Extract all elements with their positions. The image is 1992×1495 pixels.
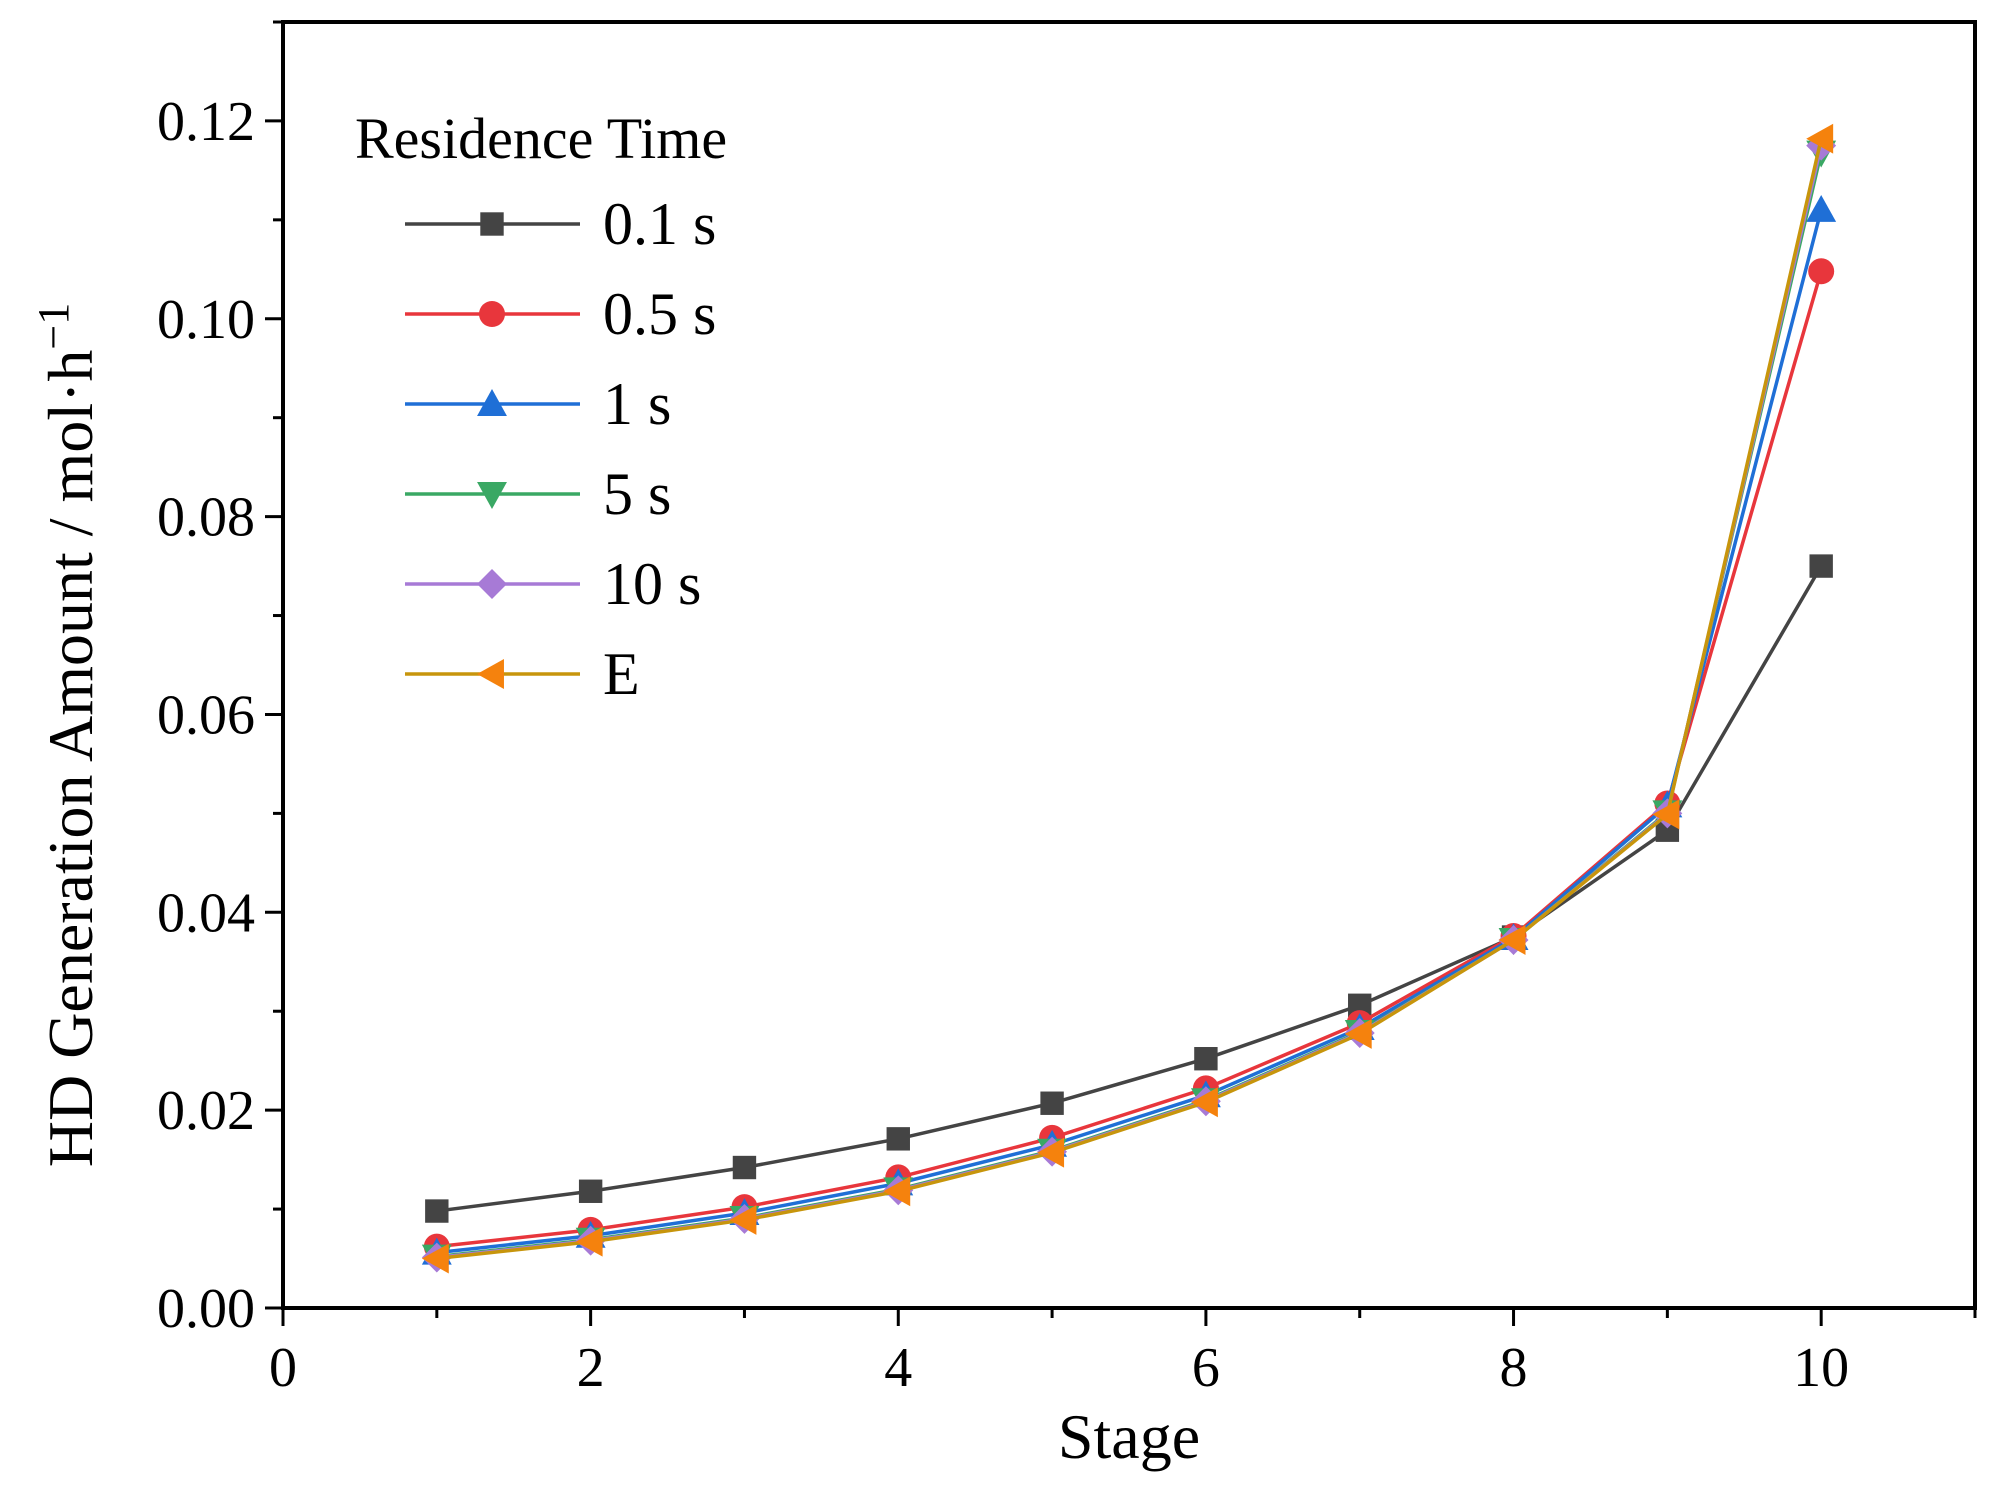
plot-area <box>421 123 1837 1274</box>
data-point <box>425 1199 449 1223</box>
legend-label: 0.1 s <box>603 191 716 257</box>
legend-entry: 5 s <box>405 461 671 527</box>
plot-frame <box>281 20 1977 1310</box>
y-tick-label: 0.02 <box>157 1080 255 1142</box>
legend-marker <box>477 389 507 416</box>
data-point <box>1809 554 1833 578</box>
x-tick-label: 4 <box>884 1337 912 1399</box>
x-tick-label: 0 <box>269 1337 297 1399</box>
y-axis-title: HD Generation Amount / mol·h−1 <box>29 303 106 1167</box>
legend-label: 1 s <box>603 371 671 437</box>
data-point <box>1348 993 1372 1017</box>
legend-entry: 10 s <box>405 551 701 617</box>
data-point <box>578 1179 603 1203</box>
data-point <box>1808 258 1835 285</box>
legend-entry: E <box>405 641 640 707</box>
data-point <box>1194 1047 1218 1071</box>
data-point <box>883 1176 911 1207</box>
legend-marker <box>480 212 504 236</box>
y-tick-label: 0.10 <box>157 289 255 351</box>
legend-label: E <box>603 641 640 707</box>
legend-label: 10 s <box>603 551 701 617</box>
data-point <box>1806 195 1837 222</box>
legend-marker <box>477 569 507 599</box>
data-point <box>1040 1091 1064 1115</box>
y-tick-label: 0.08 <box>157 487 255 549</box>
series-line <box>436 565 1823 1213</box>
legend-marker <box>477 482 507 509</box>
legend-title: Residence Time <box>355 106 727 171</box>
x-tick-label: 8 <box>1500 1337 1528 1399</box>
data-point <box>1037 1137 1065 1168</box>
y-tick-label: 0.04 <box>157 882 255 944</box>
series-1s <box>421 195 1837 1265</box>
data-point <box>729 1205 757 1235</box>
x-tick-label: 2 <box>577 1337 605 1399</box>
data-point <box>1344 1019 1372 1049</box>
data-point <box>1190 1087 1218 1118</box>
data-point <box>575 1226 603 1257</box>
x-axis-title: Stage <box>1058 1401 1200 1472</box>
legend-label: 0.5 s <box>603 281 716 347</box>
legend-marker <box>479 301 505 327</box>
data-point <box>1806 123 1834 154</box>
y-axis-title-superscript: −1 <box>29 303 78 350</box>
data-point <box>886 1127 910 1151</box>
y-tick-label: 0.06 <box>157 684 255 746</box>
legend-marker <box>477 659 504 689</box>
data-point <box>1652 799 1680 830</box>
y-tick-label: 0.12 <box>157 91 255 153</box>
legend-label: 5 s <box>603 461 671 527</box>
legend: Residence Time 0.1 s 0.5 s 1 s 5 s 10 s E <box>355 106 727 707</box>
series-line <box>436 138 1823 1261</box>
data-point <box>421 1243 449 1274</box>
legend-entry: 1 s <box>405 371 671 437</box>
x-tick-label: 10 <box>1793 1337 1849 1399</box>
series-E <box>421 123 1834 1274</box>
axes: 0 2 4 6 8 10 0.00 0.02 0.04 0.06 0.08 0.10 0.12 <box>157 20 1977 1399</box>
data-point <box>1498 925 1526 955</box>
y-axis-title-main: HD Generation Amount / mol·h <box>35 350 106 1168</box>
legend-entry: 0.5 s <box>405 281 716 347</box>
data-point <box>732 1155 757 1180</box>
series-line <box>436 209 1823 1255</box>
x-tick-label: 6 <box>1192 1337 1220 1399</box>
y-tick-label: 0.00 <box>157 1278 255 1340</box>
legend-entry: 0.1 s <box>405 191 716 257</box>
